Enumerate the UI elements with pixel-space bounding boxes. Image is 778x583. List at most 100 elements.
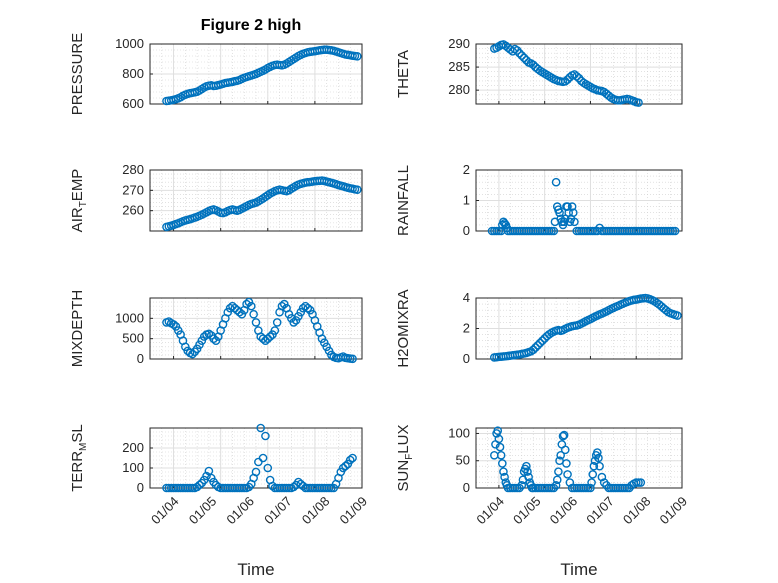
y-axis-label-7: SUNFLUX <box>395 425 415 492</box>
data-point <box>552 475 562 485</box>
y-tick-label: 1 <box>463 193 470 208</box>
data-point <box>523 467 532 476</box>
x-tick-label: 01/08 <box>620 494 654 528</box>
y-tick-label: 600 <box>122 96 144 111</box>
subplot-5: 0 500 1000 MIXDEPTH <box>69 290 363 367</box>
data-point <box>572 72 582 81</box>
data-point <box>494 434 504 444</box>
data-point <box>587 478 596 487</box>
y-axis-label-5: H2OMIXRA <box>395 289 412 367</box>
data-point <box>169 320 178 329</box>
y-tick-label: 0 <box>137 480 144 495</box>
data-point <box>522 461 531 471</box>
subplot-6: 0 2 4 H2OMIXRA <box>395 289 683 368</box>
x-tick-label: 01/04 <box>148 494 182 528</box>
y-tick-label: 800 <box>122 66 144 81</box>
data-point <box>188 483 197 493</box>
data-point <box>251 318 261 327</box>
data-point <box>263 463 273 473</box>
data-point <box>277 301 287 311</box>
data-point <box>235 307 244 317</box>
data-point <box>565 478 575 487</box>
data-point <box>586 483 595 493</box>
axes-frame <box>149 169 363 232</box>
data-point <box>593 448 602 457</box>
x-tick-label: 01/05 <box>186 494 220 528</box>
data-point <box>634 98 643 107</box>
x-tick-label: 01/06 <box>547 494 581 528</box>
data-point <box>563 470 572 479</box>
y-tick-label: 280 <box>122 162 144 177</box>
data-point <box>496 450 506 460</box>
data-point <box>558 431 568 441</box>
data-point <box>670 226 680 236</box>
y-tick-label: 50 <box>456 453 470 468</box>
data-point <box>499 467 508 476</box>
subplot-1: 600 800 1000 PRESSURE <box>69 33 363 116</box>
data-point <box>556 450 565 460</box>
data-point <box>551 177 561 187</box>
x-tick-label: 01/04 <box>473 494 507 528</box>
y-tick-label: 0 <box>463 223 470 238</box>
y-axis-label-0: PRESSURE <box>69 33 86 116</box>
data-point <box>673 311 682 320</box>
y-tick-label: 270 <box>122 182 144 197</box>
data-point <box>246 301 256 311</box>
y-axis-label-3: RAINFALL <box>395 165 412 236</box>
data-point <box>597 472 607 482</box>
data-point <box>209 334 218 343</box>
data-point <box>202 471 211 481</box>
data-point <box>261 431 270 441</box>
data-point <box>498 459 507 468</box>
y-tick-label: 285 <box>448 59 470 74</box>
data-point <box>533 340 543 350</box>
data-point <box>517 480 527 490</box>
y-tick-label: 280 <box>448 82 470 97</box>
subplot-7: 0 100 200 TERRMSL 01/04 01/05 01/06 01/07 01/08 0… <box>69 423 371 579</box>
y-tick-label: 260 <box>122 203 144 218</box>
data-point <box>524 472 533 482</box>
data-point <box>589 461 599 471</box>
x-tick-label: 01/09 <box>337 494 371 528</box>
data-point <box>289 318 298 327</box>
data-point <box>554 467 563 476</box>
x-axis-label: Time <box>560 560 597 579</box>
x-tick-label: 01/06 <box>223 494 257 528</box>
subplot-2: 280 285 290 THETA <box>395 36 683 107</box>
data-point <box>528 345 538 355</box>
data-point <box>352 185 362 195</box>
data-point <box>531 343 540 352</box>
y-tick-label: 100 <box>448 425 470 440</box>
x-tick-label: 01/05 <box>510 494 544 528</box>
data-point <box>594 453 603 463</box>
y-tick-label: 0 <box>463 351 470 366</box>
data-point <box>549 226 559 236</box>
subplot-3: 260 270 280 AIRTEMP <box>69 162 363 232</box>
y-tick-label: 0 <box>463 480 470 495</box>
data-point <box>588 470 598 479</box>
subplot-4: 0 1 2 RAINFALL <box>395 162 683 238</box>
data-point <box>636 478 646 487</box>
data-point <box>303 303 313 313</box>
data-point <box>562 459 571 468</box>
data-point <box>567 202 577 211</box>
subplot-8: 0 50 100 SUNFLUX 01/04 01/05 01/06 01/07 01/08 01… <box>395 425 690 579</box>
data-point <box>560 445 570 455</box>
y-tick-label: 290 <box>448 36 470 51</box>
data-point <box>515 48 524 58</box>
x-tick-label: 01/07 <box>261 494 295 528</box>
y-axis-label-6: TERRMSL <box>69 424 89 492</box>
data-point <box>249 309 258 319</box>
data-point <box>555 208 564 217</box>
x-tick-label: 01/09 <box>657 494 691 528</box>
y-tick-label: 500 <box>122 331 144 346</box>
y-tick-label: 2 <box>463 321 470 336</box>
x-tick-label: 01/07 <box>583 494 617 528</box>
data-point <box>341 461 350 471</box>
data-point <box>493 426 503 436</box>
axes-frame <box>475 43 683 105</box>
data-point <box>270 326 280 335</box>
data-point <box>242 299 251 309</box>
